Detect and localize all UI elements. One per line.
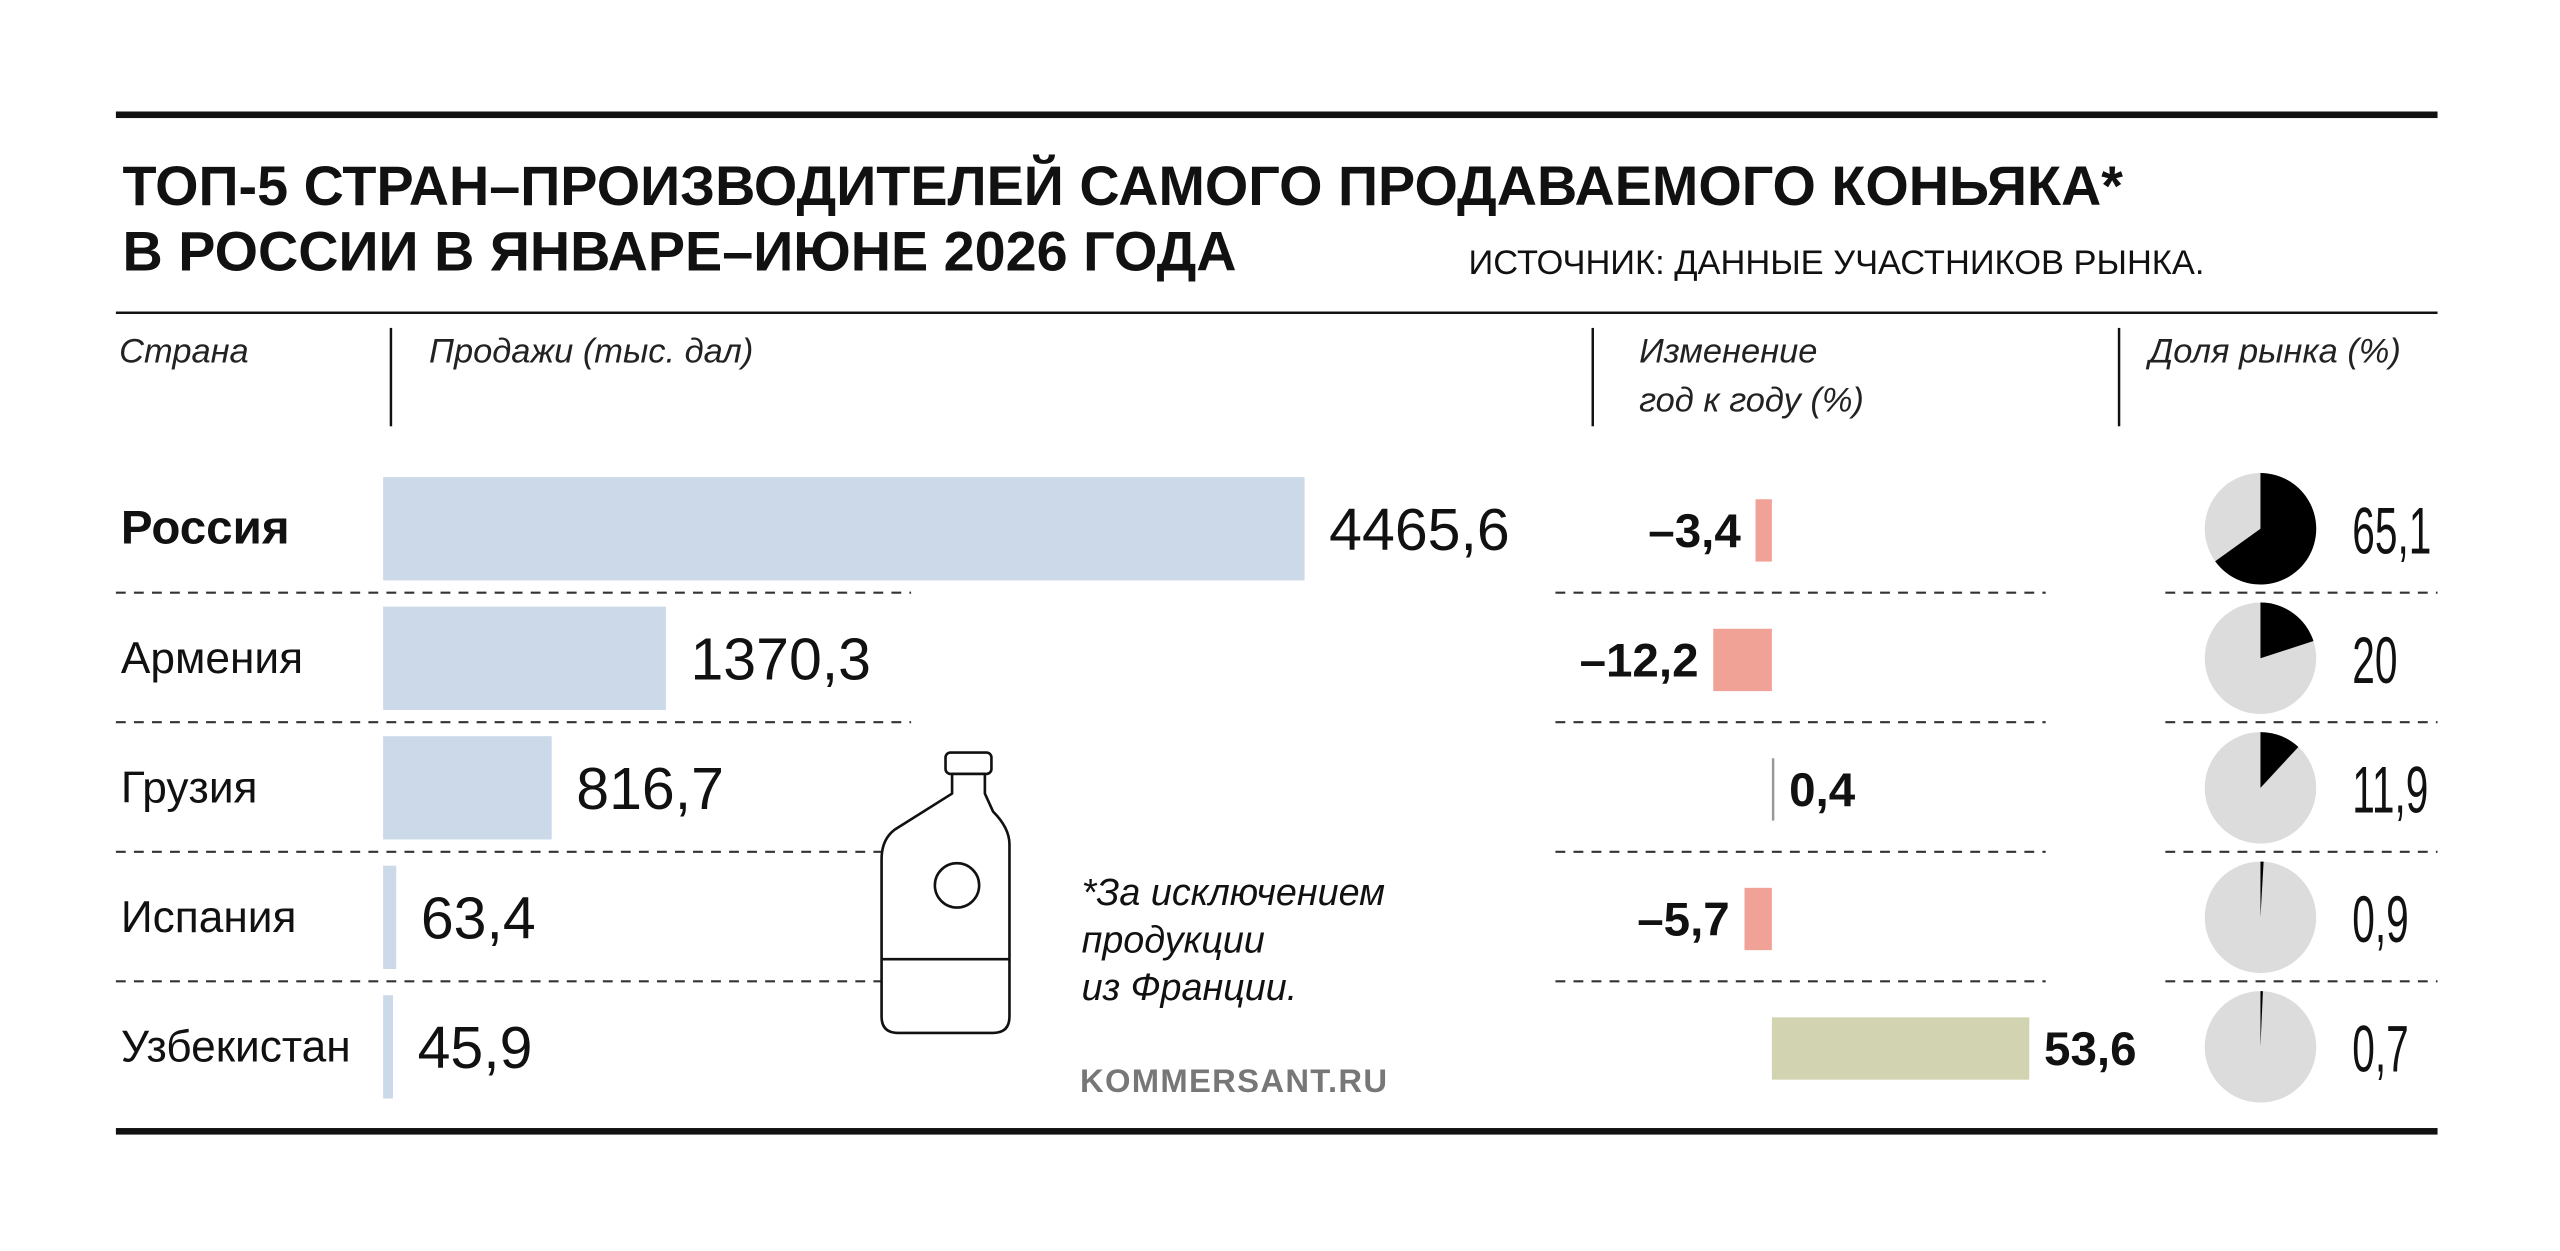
header-share: Доля рынка (%): [2145, 332, 2401, 370]
share-pie-slice: [2260, 991, 2263, 1047]
share-pie-slice: [2215, 473, 2317, 585]
change-value: –3,4: [1648, 505, 1741, 558]
sales-value: 816,7: [576, 756, 724, 822]
share-value: 11,9: [2352, 754, 2428, 827]
country-label: Узбекистан: [121, 1023, 351, 1072]
title-line-2: В РОССИИ В ЯНВАРЕ–ИЮНЕ 2026 ГОДА: [122, 221, 1236, 283]
footnote-line: из Франции.: [1082, 966, 1298, 1008]
share-pie-slice: [2260, 732, 2299, 788]
share-pie-slice: [2260, 602, 2314, 659]
header-change-line-1: Изменение: [1639, 332, 1817, 370]
footnote-line: продукции: [1082, 919, 1265, 961]
header-divider: [389, 327, 393, 427]
sales-value: 1370,3: [690, 627, 871, 693]
footnote-line: *За исключением: [1082, 871, 1386, 913]
header-divider: [2117, 327, 2121, 427]
title-line-1: ТОП-5 СТРАН–ПРОИЗВОДИТЕЛЕЙ САМОГО ПРОДАВ…: [122, 154, 2123, 217]
share-value: 0,9: [2352, 883, 2409, 956]
change-bar: [1771, 1017, 2030, 1080]
header-rule: [115, 311, 2438, 314]
header-sales: Продажи (тыс. дал): [429, 332, 753, 370]
country-label: Россия: [121, 502, 290, 555]
change-value: 53,6: [2044, 1023, 2137, 1076]
change-value: –5,7: [1637, 893, 1730, 946]
source-note: ИСТОЧНИК: ДАННЫЕ УЧАСТНИКОВ РЫНКА.: [1469, 244, 2205, 282]
sales-bar: [383, 477, 1305, 581]
sales-value: 45,9: [418, 1015, 533, 1081]
bottom-rule: [115, 1128, 2438, 1135]
change-bar: [1771, 758, 1775, 821]
country-label: Грузия: [121, 764, 258, 813]
header-country: Страна: [119, 332, 249, 370]
sales-value: 63,4: [421, 886, 536, 952]
sales-bar: [383, 606, 666, 710]
change-bar: [1713, 628, 1772, 692]
change-bar: [1755, 499, 1772, 562]
share-value: 65,1: [2352, 494, 2431, 567]
sales-bar: [383, 736, 552, 840]
share-pie-slice: [2260, 861, 2264, 918]
share-value: 0,7: [2352, 1013, 2409, 1086]
sales-bar: [383, 995, 393, 1099]
top-rule: [115, 111, 2438, 119]
country-label: Испания: [121, 893, 297, 942]
change-value: 0,4: [1789, 764, 1856, 817]
change-bar: [1744, 887, 1772, 951]
bottle-cork-icon: [944, 751, 993, 776]
sales-bar: [383, 865, 397, 969]
change-value: –12,2: [1580, 634, 1699, 687]
sales-value: 4465,6: [1329, 497, 1510, 563]
share-value: 20: [2352, 624, 2397, 697]
credit-label: KOMMERSANT.RU: [1080, 1062, 1388, 1099]
country-label: Армения: [121, 634, 303, 683]
bottle-label-icon: [933, 861, 981, 909]
header-divider: [1591, 327, 1594, 427]
header-change-line-2: год к году (%): [1639, 382, 1864, 420]
